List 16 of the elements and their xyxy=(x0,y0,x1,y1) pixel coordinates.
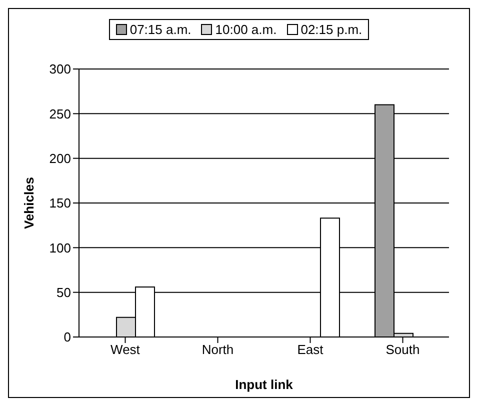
y-tick-label: 50 xyxy=(56,284,71,300)
y-tick-label: 200 xyxy=(49,150,71,166)
x-tick-label: South xyxy=(386,342,420,358)
x-tick-label: East xyxy=(297,342,324,358)
legend-label: 07:15 a.m. xyxy=(128,22,192,37)
y-tick-label: 250 xyxy=(49,106,71,122)
legend-label: 02:15 p.m. xyxy=(300,22,362,37)
y-tick-label: 0 xyxy=(64,330,71,345)
y-tick-label: 100 xyxy=(49,240,71,256)
x-axis-title: Input link xyxy=(235,377,294,392)
x-tick-label: North xyxy=(202,342,234,358)
x-tick-label: West xyxy=(110,342,140,358)
y-axis-title: Vehicles xyxy=(22,176,37,230)
y-tick-label: 300 xyxy=(49,62,71,77)
legend-label: 10:00 a.m. xyxy=(214,22,277,37)
y-tick-label: 150 xyxy=(49,196,71,211)
